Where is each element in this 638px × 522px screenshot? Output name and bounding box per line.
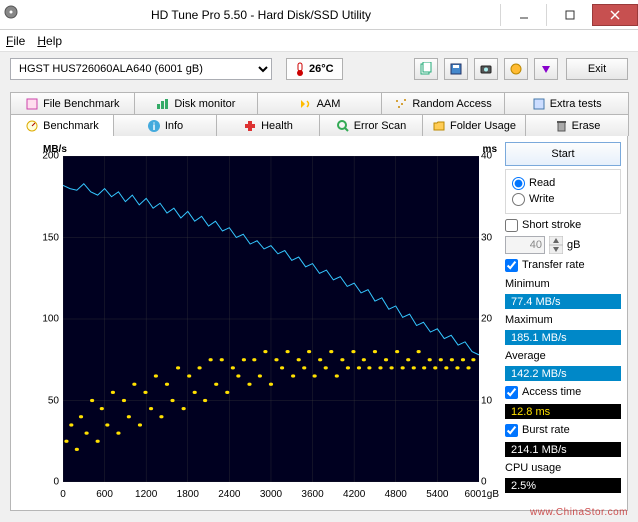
cpu-usage-label: CPU usage [505, 462, 621, 474]
tab-folder-usage[interactable]: Folder Usage [422, 114, 526, 136]
maximum-value: 185.1 MB/s [505, 330, 621, 345]
minimum-value: 77.4 MB/s [505, 294, 621, 309]
chart-tick: 1200 [135, 489, 157, 500]
spinner-icon[interactable] [549, 236, 563, 254]
read-radio[interactable]: Read [512, 175, 614, 191]
tab-random-access[interactable]: Random Access [381, 92, 506, 114]
menu-help[interactable]: Help [37, 34, 62, 48]
chart-tick: 4200 [343, 489, 365, 500]
x-axis-unit: 6001gB [465, 489, 499, 500]
chart-tick: 5400 [426, 489, 448, 500]
chart-tick: 3000 [260, 489, 282, 500]
chart-tick: 100 [17, 314, 59, 325]
short-stroke-value[interactable] [505, 236, 545, 254]
access-time-value: 12.8 ms [505, 404, 621, 419]
chart-tick: 2400 [218, 489, 240, 500]
average-value: 142.2 MB/s [505, 366, 621, 381]
burst-rate-value: 214.1 MB/s [505, 442, 621, 457]
write-radio[interactable]: Write [512, 191, 614, 207]
tab-extra-tests[interactable]: Extra tests [504, 92, 629, 114]
short-stroke-check[interactable]: Short stroke [505, 217, 621, 233]
watermark: www.ChinaStor.com [530, 507, 628, 518]
copy-info-button[interactable] [414, 58, 438, 80]
svg-text:i: i [152, 122, 155, 133]
chart-tick: 30 [481, 232, 499, 243]
tab-error-scan[interactable]: Error Scan [319, 114, 423, 136]
save-button[interactable] [444, 58, 468, 80]
benchmark-panel: MB/s ms 050100150200 010203040 060012001… [10, 135, 628, 511]
chart-tick: 20 [481, 314, 499, 325]
short-stroke-unit: gB [567, 239, 580, 251]
screenshot-button[interactable] [474, 58, 498, 80]
chart-tick: 4800 [385, 489, 407, 500]
maximum-label: Maximum [505, 314, 621, 326]
chart-tick: 3600 [301, 489, 323, 500]
chart-tick: 10 [481, 395, 499, 406]
tab-erase[interactable]: Erase [525, 114, 629, 136]
chart-tick: 0 [60, 489, 66, 500]
chart-plot [63, 156, 479, 482]
app-icon [0, 4, 22, 25]
tabs-region: File BenchmarkDisk monitorAAMRandom Acce… [0, 86, 638, 522]
temperature-display: 26°C [286, 58, 343, 80]
side-panel: Start Read Write Short stroke gB Transfe… [505, 142, 621, 504]
tab-file-benchmark[interactable]: File Benchmark [10, 92, 135, 114]
options-button[interactable] [504, 58, 528, 80]
tab-health[interactable]: Health [216, 114, 320, 136]
mode-group: Read Write [505, 169, 621, 214]
chart-tick: 0 [481, 477, 499, 488]
thermometer-icon [295, 62, 305, 76]
average-label: Average [505, 350, 621, 362]
chart-tick: 40 [481, 151, 499, 162]
chart-tick: 200 [17, 151, 59, 162]
chart-tick: 0 [17, 477, 59, 488]
chart-tick: 150 [17, 232, 59, 243]
drive-select[interactable]: HGST HUS726060ALA640 (6001 gB) [10, 58, 272, 80]
access-time-check[interactable]: Access time [505, 384, 621, 400]
exit-button[interactable]: Exit [566, 58, 628, 80]
window-title: HD Tune Pro 5.50 - Hard Disk/SSD Utility [22, 8, 500, 22]
toolbar: HGST HUS726060ALA640 (6001 gB) 26°C Exit [0, 52, 638, 86]
menu-file[interactable]: File [6, 34, 25, 48]
chart-tick: 50 [17, 395, 59, 406]
close-button[interactable] [592, 4, 638, 26]
tab-aam[interactable]: AAM [257, 92, 382, 114]
titlebar: HD Tune Pro 5.50 - Hard Disk/SSD Utility [0, 0, 638, 30]
start-button[interactable]: Start [505, 142, 621, 166]
cpu-usage-value: 2.5% [505, 478, 621, 493]
maximize-button[interactable] [546, 4, 592, 26]
chart-area: MB/s ms 050100150200 010203040 060012001… [17, 142, 499, 504]
burst-rate-check[interactable]: Burst rate [505, 422, 621, 438]
chart-tick: 1800 [177, 489, 199, 500]
drop-button[interactable] [534, 58, 558, 80]
transfer-rate-check[interactable]: Transfer rate [505, 257, 621, 273]
tab-disk-monitor[interactable]: Disk monitor [134, 92, 259, 114]
minimize-button[interactable] [500, 4, 546, 26]
tab-info[interactable]: iInfo [113, 114, 217, 136]
menubar: File Help [0, 30, 638, 52]
tab-benchmark[interactable]: Benchmark [10, 114, 114, 136]
minimum-label: Minimum [505, 278, 621, 290]
chart-tick: 600 [96, 489, 113, 500]
